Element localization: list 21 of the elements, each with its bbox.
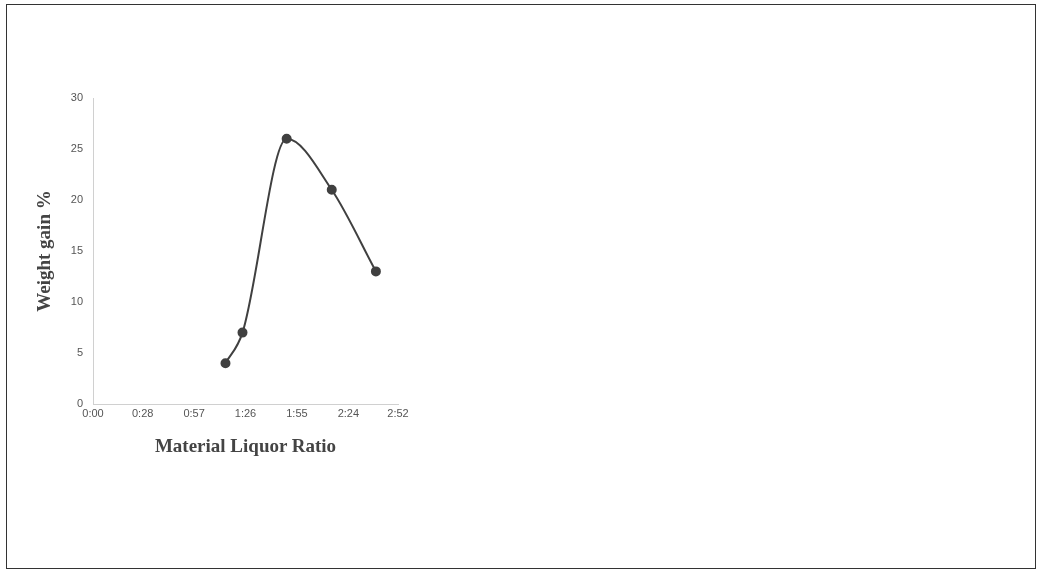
x-axis-title: Material Liquor Ratio <box>154 434 337 456</box>
x-tick-label: 1:26 <box>234 406 257 419</box>
y-tick-label: 25 <box>70 142 84 155</box>
x-tick-label: 0:57 <box>183 406 205 419</box>
point <box>237 327 248 338</box>
y-tick-label: 10 <box>70 295 84 308</box>
x-tick-label: 2:52 <box>387 406 409 419</box>
y-tick-label: 5 <box>76 346 84 359</box>
x-tick-label: 0:28 <box>131 406 154 419</box>
x-tick-label: 0:00 <box>82 406 104 419</box>
y-tick-label: 15 <box>70 244 84 257</box>
x-tick-label: 2:24 <box>337 406 360 419</box>
point <box>281 133 292 144</box>
point <box>220 358 231 369</box>
y-tick-label: 0 <box>76 397 84 410</box>
y-tick-label: 20 <box>70 193 84 206</box>
y-tick-label: 30 <box>70 91 84 104</box>
y-axis-title: Weight gain % <box>33 190 55 312</box>
point <box>326 184 337 195</box>
point <box>370 266 381 277</box>
x-tick-label: 1:55 <box>286 406 308 419</box>
